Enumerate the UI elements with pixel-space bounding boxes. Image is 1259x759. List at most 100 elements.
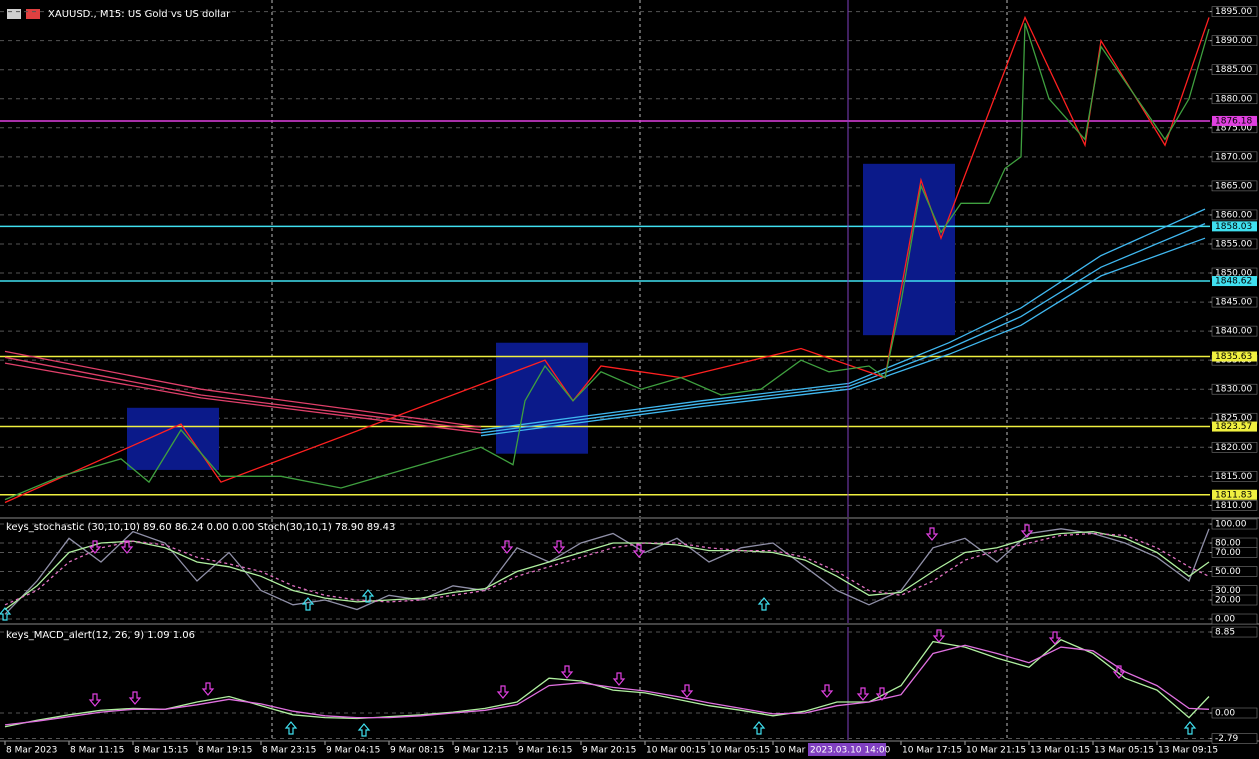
tick-box <box>1211 209 1258 221</box>
y-tick-label: 8.85 <box>1215 628 1235 638</box>
series-line <box>480 237 1206 437</box>
y-tick-label: 80.00 <box>1215 539 1241 549</box>
x-tick-label: 8 Mar 19:15 <box>198 746 252 756</box>
tick-box <box>1211 500 1258 511</box>
tick-box <box>1211 64 1258 76</box>
signal-arrow <box>925 527 939 541</box>
series-line <box>4 530 1210 611</box>
signal-arrow <box>284 721 298 735</box>
y-tick-label: 1870.00 <box>1215 152 1252 162</box>
level-label: 1848.62 <box>1215 277 1252 287</box>
y-tick-label: 1815.00 <box>1215 472 1252 482</box>
x-tick-label: 10 Mar 17:15 <box>902 746 962 756</box>
x-tick-label: 9 Mar 20:15 <box>582 746 636 756</box>
signal-arrow <box>856 687 870 701</box>
tick-box <box>1211 518 1258 530</box>
y-tick-label: 0.00 <box>1215 709 1235 719</box>
signal-arrow <box>820 684 834 698</box>
y-tick-label: 70.00 <box>1215 548 1241 558</box>
signal-arrow <box>0 607 12 621</box>
tick-box <box>1211 594 1258 606</box>
panel-title: keys_MACD_alert(12, 26, 9) 1.09 1.06 <box>6 630 195 641</box>
y-tick-label: 1830.00 <box>1215 385 1252 395</box>
level-box <box>1212 115 1257 126</box>
tick-box <box>1211 707 1258 719</box>
level-box <box>1212 351 1257 362</box>
tick-box <box>1211 6 1258 17</box>
signal-arrow <box>560 665 574 679</box>
series-line <box>4 639 1210 728</box>
series-line <box>4 350 482 428</box>
signal-arrow <box>120 540 134 554</box>
signal-arrow <box>301 597 315 611</box>
signal-arrow <box>680 684 694 698</box>
level-box <box>1212 221 1257 232</box>
signal-arrow <box>357 723 371 737</box>
y-tick-label: 1885.00 <box>1215 65 1252 75</box>
y-tick-label: 1880.00 <box>1215 94 1252 104</box>
y-tick-label: 1825.00 <box>1215 414 1252 424</box>
y-tick-label: -2.79 <box>1215 734 1239 744</box>
signal-arrow <box>1048 631 1062 645</box>
series-line <box>4 362 482 434</box>
x-tick-label: 13 Mar 01:15 <box>1030 746 1090 756</box>
y-tick-label: 1810.00 <box>1215 501 1252 511</box>
level-box <box>1212 276 1257 287</box>
x-tick-label: 10 Mar 00:15 <box>646 746 706 756</box>
y-tick-label: 1860.00 <box>1215 210 1252 220</box>
level-label: 1835.63 <box>1215 352 1252 362</box>
tick-box <box>1211 441 1258 453</box>
tick-box <box>1211 471 1258 482</box>
tick-box <box>1211 733 1258 744</box>
crosshair-label: 2023.03.10 14:00 <box>810 746 891 756</box>
series-line <box>480 208 1206 431</box>
x-tick-label: 10 Mar 21:15 <box>966 746 1026 756</box>
signal-arrow <box>1020 524 1034 538</box>
signal-arrow <box>500 540 514 554</box>
y-tick-label: 1855.00 <box>1215 239 1252 249</box>
level-box <box>1212 421 1257 432</box>
tick-box <box>1211 626 1258 638</box>
x-tick-label: 8 Mar 2023 <box>6 746 57 756</box>
signal-arrow <box>875 687 889 701</box>
x-tick-label: 9 Mar 04:15 <box>326 746 380 756</box>
panel-title: XAUUSD., M15: US Gold vs US dollar <box>48 9 231 20</box>
tick-box <box>1211 35 1258 46</box>
x-tick-label: 9 Mar 12:15 <box>454 746 508 756</box>
level-label: 1858.03 <box>1215 222 1252 232</box>
y-tick-label: 1890.00 <box>1215 36 1252 46</box>
y-tick-label: 50.00 <box>1215 567 1241 577</box>
level-label: 1876.18 <box>1215 116 1252 126</box>
x-tick-label: 13 Mar 09:15 <box>1158 746 1218 756</box>
signal-arrow <box>632 544 646 558</box>
series-line <box>4 356 482 431</box>
signal-arrow <box>757 597 771 611</box>
signal-arrow <box>88 693 102 707</box>
x-tick-label: 8 Mar 15:15 <box>134 746 188 756</box>
x-tick-label: 10 Mar 09:15 <box>774 746 834 756</box>
y-tick-label: 1875.00 <box>1215 123 1252 133</box>
tick-box <box>1211 296 1258 308</box>
series-line <box>4 23 1210 501</box>
signal-arrow <box>201 682 215 696</box>
series-line <box>480 223 1206 434</box>
x-tick-label: 10 Mar 05:15 <box>710 746 770 756</box>
y-tick-label: 20.00 <box>1215 596 1241 606</box>
signal-arrow <box>496 685 510 699</box>
icon <box>7 9 21 19</box>
y-tick-label: 1840.00 <box>1215 327 1252 337</box>
tick-box <box>1211 180 1258 192</box>
signal-arrow <box>1112 665 1126 679</box>
signal-arrow <box>552 540 566 554</box>
x-tick-label: 9 Mar 08:15 <box>390 746 444 756</box>
tick-box <box>1211 93 1258 105</box>
signal-arrow <box>88 540 102 554</box>
level-box <box>1212 489 1257 500</box>
signal-arrow <box>1183 721 1197 735</box>
y-tick-label: 0.00 <box>1215 615 1235 625</box>
signal-arrow <box>361 589 375 603</box>
series-line <box>4 644 1210 726</box>
y-tick-label: 1865.00 <box>1215 181 1252 191</box>
y-tick-label: 1820.00 <box>1215 443 1252 453</box>
